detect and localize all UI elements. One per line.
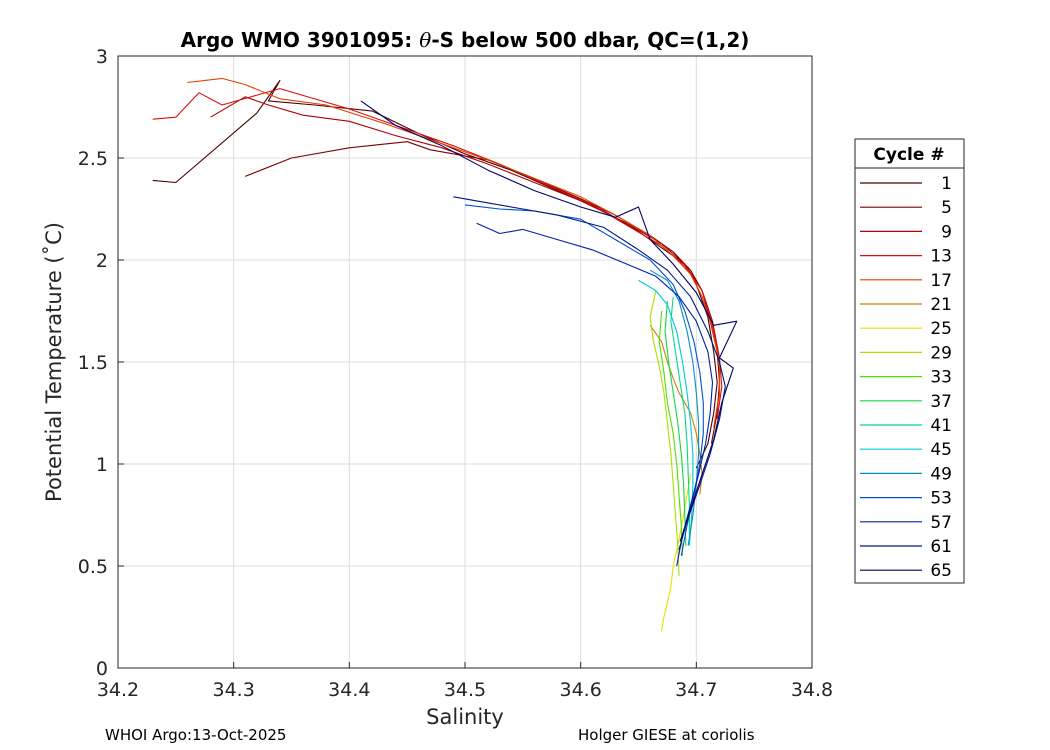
x-tick-label: 34.6 — [560, 679, 602, 701]
series-line-cycle-37 — [664, 300, 687, 546]
y-tick-label: 3 — [96, 46, 108, 68]
series-line-cycle-61 — [453, 196, 726, 550]
legend-label-25: 25 — [930, 319, 952, 339]
legend-label-29: 29 — [930, 343, 952, 363]
legend-label-5: 5 — [941, 198, 952, 218]
series-line-cycle-57 — [476, 222, 714, 567]
y-tick-label: 1.5 — [78, 352, 108, 374]
legend-label-1: 1 — [941, 174, 952, 194]
series-line-cycle-1 — [152, 79, 718, 469]
legend-label-37: 37 — [930, 392, 952, 412]
series-line-cycle-9 — [210, 96, 721, 424]
legend-label-49: 49 — [930, 464, 952, 484]
legend-label-13: 13 — [930, 247, 952, 267]
y-tick-label: 1 — [96, 454, 108, 476]
x-tick-label: 34.7 — [675, 679, 717, 701]
x-axis-label: Salinity — [426, 705, 504, 729]
legend-label-21: 21 — [930, 295, 952, 315]
legend-label-33: 33 — [930, 368, 952, 388]
legend-box — [854, 138, 965, 584]
y-tick-label: 0.5 — [78, 556, 108, 578]
legend-label-17: 17 — [930, 271, 952, 291]
series-line-cycle-25 — [661, 474, 692, 632]
legend-label-65: 65 — [930, 561, 952, 581]
axis-ticks: 34.2 34.3 34.4 34.5 34.6 34.7 34.8 0 0.5 1 1.5 2 2.5… — [78, 46, 833, 701]
series-line-cycle-29 — [649, 290, 680, 577]
legend-title: Cycle # — [873, 145, 944, 165]
legend-label-45: 45 — [930, 440, 952, 460]
legend-label-57: 57 — [930, 513, 952, 533]
x-tick-label: 34.8 — [791, 679, 833, 701]
series-line-cycle-45 — [638, 279, 694, 546]
series-line-cycle-65 — [360, 100, 738, 542]
grid — [117, 55, 813, 669]
legend-entries: 1 5 9 13 17 21 25 29 33 37 41 45 49 53 57 61 65 — [860, 174, 952, 581]
y-tick-label: 2.5 — [78, 148, 108, 170]
footer-left-credit: WHOI Argo:13-Oct-2025 — [105, 726, 286, 744]
series-line-cycle-41 — [670, 296, 690, 536]
x-tick-label: 34.4 — [328, 679, 370, 701]
footer-right-credit: Holger GIESE at coriolis — [578, 726, 755, 744]
x-tick-label: 34.2 — [97, 679, 139, 701]
legend-label-53: 53 — [930, 489, 952, 509]
legend: Cycle # 1 5 9 13 17 21 25 29 33 37 41 45 49 53 57 61 65 — [854, 138, 965, 584]
y-axis-label: Potential Temperature (˚C) — [42, 222, 66, 502]
y-tick-label: 0 — [96, 658, 108, 680]
y-tick-label: 2 — [96, 250, 108, 272]
series-line-cycle-5 — [244, 141, 721, 444]
legend-label-9: 9 — [941, 222, 952, 242]
chart-title: Argo WMO 3901095: θ-S below 500 dbar, QC… — [181, 28, 750, 52]
series-line-cycle-13 — [152, 88, 723, 420]
x-tick-label: 34.3 — [213, 679, 255, 701]
legend-label-41: 41 — [930, 416, 952, 436]
x-tick-label: 34.5 — [444, 679, 486, 701]
series-line-cycle-33 — [658, 310, 684, 556]
series-line-cycle-17 — [187, 77, 721, 428]
legend-label-61: 61 — [930, 537, 952, 557]
series-lines — [152, 77, 738, 632]
